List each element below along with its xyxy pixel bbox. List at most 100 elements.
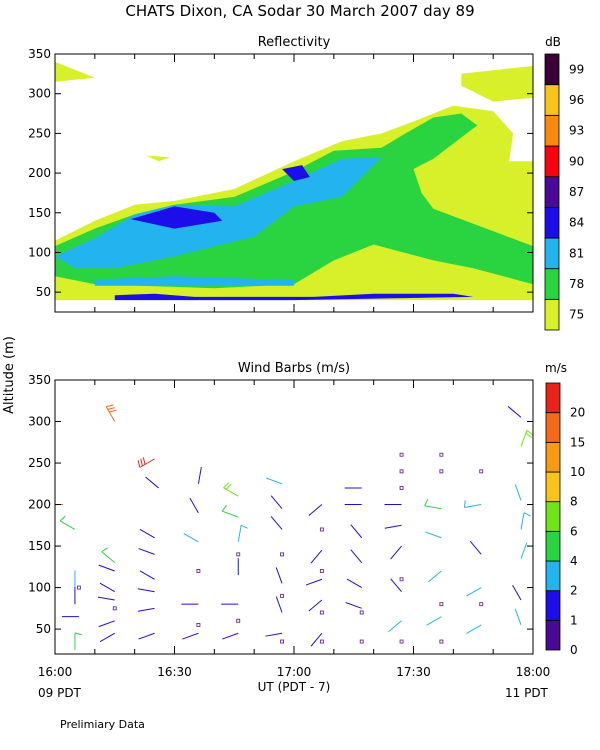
wind-barb-14 — [139, 528, 155, 539]
reflectivity-contour-75-2 — [461, 65, 533, 102]
wind-barb-shaft — [275, 596, 283, 613]
wind-barb-shaft — [101, 551, 116, 564]
wind-barb-5 — [74, 632, 83, 650]
wind-calm-marker-17 — [399, 485, 404, 490]
reflectivity-colorbar-label-75: 75 — [569, 308, 584, 322]
wind-colorbar-label-6: 6 — [570, 524, 578, 538]
wind-barb-67 — [512, 585, 522, 601]
wind-barb-feather — [463, 500, 466, 508]
wind-colorbar: m/s 0 1 2 4 6 8 10 15 20 — [545, 361, 585, 657]
wind-calm-marker-15 — [399, 452, 404, 457]
wind-title: Wind Barbs (m/s) — [238, 361, 350, 376]
wind-barb-62 — [507, 406, 522, 418]
wind-barb-28 — [237, 524, 248, 542]
shared-ylabel: Altitude (m) — [2, 336, 17, 414]
wind-barb-shaft — [99, 632, 115, 643]
wind-panel: Wind Barbs (m/s) 5010015020025030035016:… — [28, 361, 585, 679]
reflectivity-contour-81-5 — [55, 157, 382, 269]
wind-calm-marker-16 — [399, 469, 404, 474]
wind-barb-shaft — [137, 607, 155, 612]
wind-barb-shaft — [270, 495, 283, 510]
wind-colorbar-swatch-4 — [545, 530, 561, 562]
wind-barb-shaft — [275, 567, 283, 584]
wind-barb-feather — [74, 632, 83, 636]
wind-xtick-label-0: 16:00 — [38, 665, 73, 679]
reflectivity-colorbar-swatch-93 — [544, 114, 560, 147]
wind-barb-feather — [101, 547, 109, 553]
wind-barb-7 — [101, 547, 116, 564]
wind-barb-41 — [308, 599, 323, 612]
wind-barb-shaft — [520, 512, 525, 530]
wind-barb-feather — [221, 504, 227, 512]
reflectivity-colorbar-swatch-84 — [544, 206, 560, 239]
wind-calm-marker-23 — [439, 639, 444, 644]
wind-ytick-label-300: 300 — [28, 415, 51, 429]
wind-colorbar-swatch-8 — [545, 471, 561, 503]
wind-barb-shaft — [520, 542, 528, 559]
wind-barb-feather — [137, 460, 141, 468]
wind-calm-marker-14 — [359, 639, 364, 644]
wind-barb-60 — [466, 587, 482, 597]
wind-barb-55 — [425, 531, 442, 539]
wind-barb-64 — [514, 484, 522, 501]
reflectivity-colorbar-swatch-78 — [544, 268, 560, 300]
wind-barb-15 — [138, 548, 155, 555]
wind-barb-35 — [275, 567, 283, 584]
wind-colorbar-swatch-10 — [545, 441, 561, 473]
wind-barb-48 — [345, 602, 362, 609]
x-left-note: 09 PDT — [38, 686, 82, 700]
wind-barb-shaft — [265, 632, 283, 637]
wind-calm-marker-0 — [76, 585, 81, 590]
wind-barb-53 — [388, 620, 402, 633]
wind-barb-shaft — [350, 524, 363, 539]
reflectivity-ytick-label-200: 200 — [28, 166, 51, 180]
wind-barb-16 — [139, 570, 155, 580]
wind-barb-shaft — [425, 531, 442, 539]
wind-barb-shaft — [139, 570, 155, 580]
wind-calm-marker-19 — [399, 639, 404, 644]
wind-barb-shaft — [310, 549, 323, 564]
wind-barb-56 — [428, 570, 442, 583]
wind-barb-58 — [463, 500, 482, 508]
wind-barb-shaft — [197, 466, 202, 484]
wind-barb-feather — [526, 430, 533, 436]
wind-calm-marker-13 — [359, 610, 364, 615]
wind-barb-shaft — [59, 520, 76, 530]
wind-barb-shaft — [183, 532, 199, 543]
wind-barb-shaft — [182, 632, 199, 640]
wind-calm-marker-7 — [280, 593, 284, 598]
wind-ytick-label-250: 250 — [28, 456, 51, 470]
wind-barb-65 — [520, 512, 531, 530]
wind-xtick-label-4: 18:00 — [516, 665, 551, 679]
wind-barb-feather — [106, 404, 114, 408]
wind-barb-shaft — [270, 516, 283, 530]
figure-title: CHATS Dixon, CA Sodar 30 March 2007 day … — [125, 2, 474, 20]
wind-barb-shaft — [145, 476, 159, 489]
reflectivity-colorbar-swatch-90 — [544, 145, 560, 178]
wind-calm-marker-6 — [280, 552, 284, 557]
wind-barb-shaft — [384, 524, 402, 529]
reflectivity-axes: 50 100 150 200 250 300 350 — [28, 47, 534, 312]
reflectivity-colorbar-unit: dB — [545, 35, 561, 49]
wind-barb-27 — [221, 504, 239, 518]
reflectivity-contour-fill — [55, 61, 533, 301]
wind-colorbar-swatch-20 — [545, 382, 561, 414]
wind-barb-32 — [265, 477, 283, 485]
reflectivity-ytick-label-50: 50 — [36, 285, 51, 299]
wind-barb-shaft — [222, 632, 239, 640]
wind-barb-shaft — [189, 497, 199, 514]
reflectivity-title: Reflectivity — [258, 35, 331, 50]
wind-barb-feather — [59, 515, 66, 522]
wind-barb-shaft — [388, 620, 402, 633]
wind-barb-42 — [310, 632, 323, 647]
wind-barb-shaft — [520, 430, 528, 447]
wind-calm-marker-1 — [112, 606, 117, 611]
reflectivity-panel: Reflectivity 50 100 150 200 250 300 350 dB 75 7… — [28, 35, 584, 331]
reflectivity-contour-84-7 — [130, 206, 223, 229]
wind-barb-shaft — [308, 599, 323, 612]
wind-barbs — [55, 404, 533, 650]
wind-barb-shaft — [222, 510, 239, 518]
wind-barb-shaft — [137, 588, 155, 593]
wind-colorbar-swatch-1 — [545, 590, 561, 621]
wind-barb-1 — [59, 515, 76, 530]
